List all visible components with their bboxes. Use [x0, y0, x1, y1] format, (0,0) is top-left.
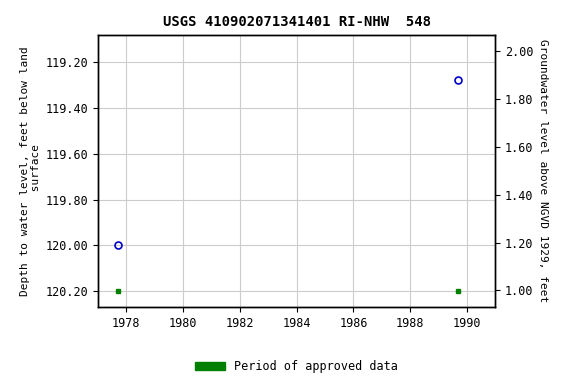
Y-axis label: Depth to water level, feet below land
 surface: Depth to water level, feet below land su… — [20, 46, 41, 296]
Legend: Period of approved data: Period of approved data — [191, 355, 403, 377]
Y-axis label: Groundwater level above NGVD 1929, feet: Groundwater level above NGVD 1929, feet — [538, 39, 548, 303]
Title: USGS 410902071341401 RI-NHW  548: USGS 410902071341401 RI-NHW 548 — [162, 15, 431, 29]
